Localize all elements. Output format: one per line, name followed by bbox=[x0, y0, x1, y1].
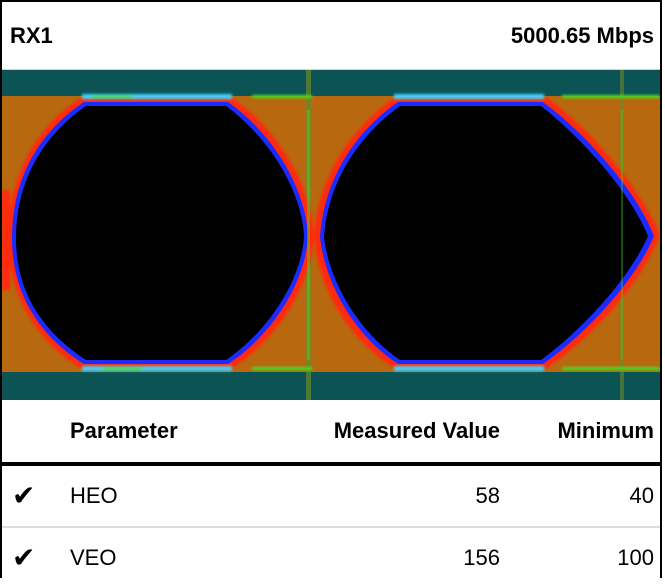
channel-label: RX1 bbox=[10, 22, 53, 48]
eye-right-opening bbox=[324, 106, 648, 360]
table-row-heo: ✔ HEO 58 40 bbox=[2, 466, 660, 528]
status-cell: ✔ bbox=[2, 544, 70, 572]
eye-top-rail-left-green bbox=[92, 95, 132, 98]
check-icon: ✔ bbox=[12, 541, 36, 574]
measured-column-header: Measured Value bbox=[333, 418, 500, 443]
minimum-column-header: Minimum bbox=[557, 418, 654, 443]
minimum-value-cell: 40 bbox=[629, 483, 654, 508]
parameter-cell: VEO bbox=[70, 545, 117, 570]
eye-bottom-rail-left bbox=[82, 366, 232, 371]
eye-diagram bbox=[2, 70, 660, 400]
eye-bottom-rail-right-green bbox=[562, 367, 660, 370]
table-row-veo: ✔ VEO 156 100 bbox=[2, 528, 660, 588]
eye-left-opening bbox=[16, 106, 304, 360]
check-icon: ✔ bbox=[12, 479, 36, 512]
eye-bottom-rail-right bbox=[394, 366, 544, 371]
eye-top-rail-right bbox=[394, 94, 544, 99]
eye-diagram-panel: RX1 5000.65 Mbps bbox=[0, 0, 662, 578]
eye-left-edge-stub bbox=[2, 190, 10, 290]
data-rate-label: 5000.65 Mbps bbox=[510, 22, 654, 48]
panel-header: RX1 5000.65 Mbps bbox=[2, 2, 660, 70]
eye-top-rail-mid-green bbox=[252, 95, 312, 98]
eye-top-rail-left bbox=[82, 94, 232, 99]
measured-value-cell: 58 bbox=[475, 483, 500, 508]
crossing-mark-right bbox=[621, 110, 623, 360]
measured-value-cell: 156 bbox=[463, 545, 500, 570]
crossing-mark-left bbox=[307, 110, 310, 360]
parameter-column-header: Parameter bbox=[70, 418, 178, 443]
eye-bottom-rail-left-green bbox=[102, 367, 142, 370]
eye-bottom-rail-mid-green bbox=[252, 367, 312, 370]
results-table-header: Parameter Measured Value Minimum bbox=[2, 400, 660, 466]
minimum-value-cell: 100 bbox=[617, 545, 654, 570]
status-cell: ✔ bbox=[2, 482, 70, 510]
eye-top-rail-right-green bbox=[562, 95, 660, 98]
parameter-cell: HEO bbox=[70, 483, 118, 508]
eye-diagram-plot bbox=[2, 70, 660, 400]
